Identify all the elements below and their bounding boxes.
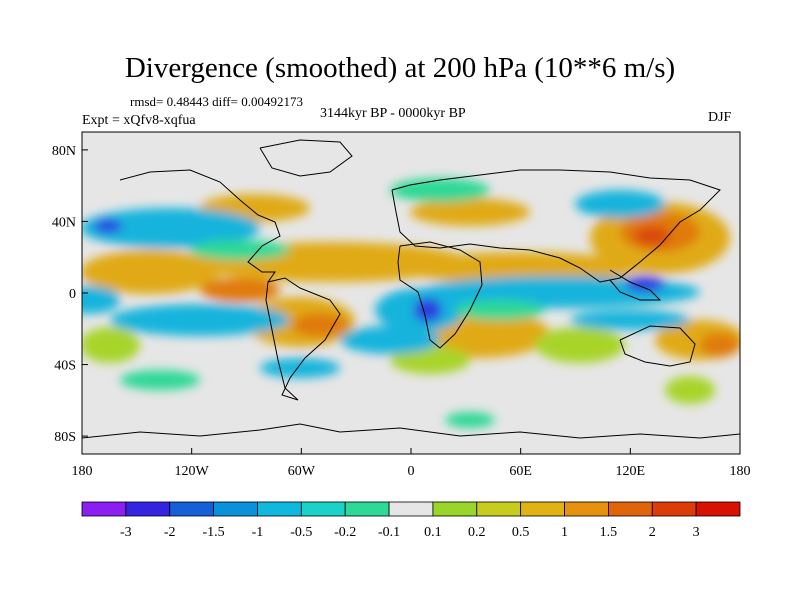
divergence-band-weak-positive xyxy=(665,376,715,404)
convergence-band xyxy=(110,304,290,336)
colorbar-swatch xyxy=(608,501,653,517)
divergence-field xyxy=(82,132,740,454)
colorbar-label: -0.1 xyxy=(378,525,400,540)
convergence-minimum xyxy=(625,276,665,292)
divergence-band-weak-positive xyxy=(390,346,470,374)
convergence-band-weak xyxy=(120,370,200,390)
divergence-band-positive xyxy=(82,250,220,294)
lon-tick-label: 180 xyxy=(72,464,93,479)
divergence-peak xyxy=(292,313,348,337)
colorbar-swatch xyxy=(344,501,390,517)
convergence-band xyxy=(82,286,120,314)
colorbar-swatch xyxy=(81,501,127,517)
divergence-peak xyxy=(200,278,280,302)
colorbar-swatch xyxy=(300,501,346,517)
convergence-band xyxy=(82,208,260,248)
season-label: DJF xyxy=(708,110,732,125)
lon-tick-label: 120E xyxy=(616,464,646,479)
time-period-label: 3144kyr BP - 0000kyr BP xyxy=(320,106,466,121)
lon-tick-label: 180 xyxy=(730,464,751,479)
lat-tick-label: 80S xyxy=(54,430,76,445)
colorbar-label: -2 xyxy=(164,525,176,540)
colorbar-swatch xyxy=(695,501,741,517)
convergence-band-weak xyxy=(190,240,290,260)
colorbar-swatch xyxy=(520,501,565,517)
divergence-band-weak-positive xyxy=(82,327,140,363)
colorbar-swatch xyxy=(213,501,258,517)
divergence-contours xyxy=(82,178,740,428)
convergence-band xyxy=(570,310,690,330)
colorbar-swatch xyxy=(169,501,215,517)
colorbar-swatch xyxy=(651,501,697,517)
divergence-band-positive xyxy=(400,252,640,284)
convergence-minimum xyxy=(414,298,442,322)
divergence-peak xyxy=(700,333,740,357)
colorbar-label: 1.5 xyxy=(600,525,618,540)
lon-tick-label: 60E xyxy=(509,464,532,479)
divergence-band-weak-positive xyxy=(535,327,625,363)
convergence-minimum xyxy=(94,219,122,233)
lat-tick-label: 40N xyxy=(52,215,76,230)
divergence-max xyxy=(634,226,670,246)
lon-tick-label: 0 xyxy=(408,464,415,479)
plot-title: Divergence (smoothed) at 200 hPa (10**6 … xyxy=(124,52,676,84)
colorbar-swatch xyxy=(476,501,522,517)
convergence-band-weak xyxy=(455,300,545,320)
convergence-band xyxy=(260,358,340,378)
colorbar-label: 1 xyxy=(561,525,568,540)
lon-tick-label: 120W xyxy=(175,464,210,479)
colorbar-swatch xyxy=(388,501,434,517)
colorbar-swatch xyxy=(257,501,302,517)
colorbar-swatch xyxy=(125,501,171,517)
convergence-band-weak xyxy=(445,412,495,428)
colorbar-label: 0.1 xyxy=(424,525,442,540)
colorbar-label: 2 xyxy=(649,525,656,540)
colorbar-label: -3 xyxy=(120,525,132,540)
colorbar-label: 3 xyxy=(693,525,700,540)
convergence-band xyxy=(340,326,440,354)
colorbar-label: -0.2 xyxy=(334,525,356,540)
colorbar-label: 0.2 xyxy=(468,525,486,540)
divergence-band-positive xyxy=(410,198,530,226)
colorbar-label: -1 xyxy=(252,525,264,540)
rmsd-diff-stats: rmsd= 0.48443 diff= 0.00492173 xyxy=(130,94,303,109)
colorbar-swatch xyxy=(432,501,478,517)
colorbar-swatch xyxy=(564,501,609,517)
coastlines xyxy=(82,139,740,439)
lon-tick-label: 60W xyxy=(288,464,316,479)
colorbar-label: -0.5 xyxy=(290,525,312,540)
lat-tick-label: 80N xyxy=(52,144,76,159)
convergence-band-weak xyxy=(390,178,490,202)
lat-tick-label: 0 xyxy=(69,287,76,302)
map-axis-ticks: 180 120W 60W 0 60E 120E 180 80N 40N 0 40S 80S xyxy=(52,144,751,479)
colorbar-label: 0.5 xyxy=(512,525,530,540)
experiment-label: Expt = xQfv8-xqfua xyxy=(82,113,196,128)
convergence-band xyxy=(575,190,665,218)
colorbar-label: -1.5 xyxy=(203,525,225,540)
colorbar: -3 -2 -1.5 -1 -0.5 -0.2 -0.1 0.1 0.2 0.5 1 1.5 2 3 xyxy=(81,501,741,540)
lat-tick-label: 40S xyxy=(54,359,76,374)
